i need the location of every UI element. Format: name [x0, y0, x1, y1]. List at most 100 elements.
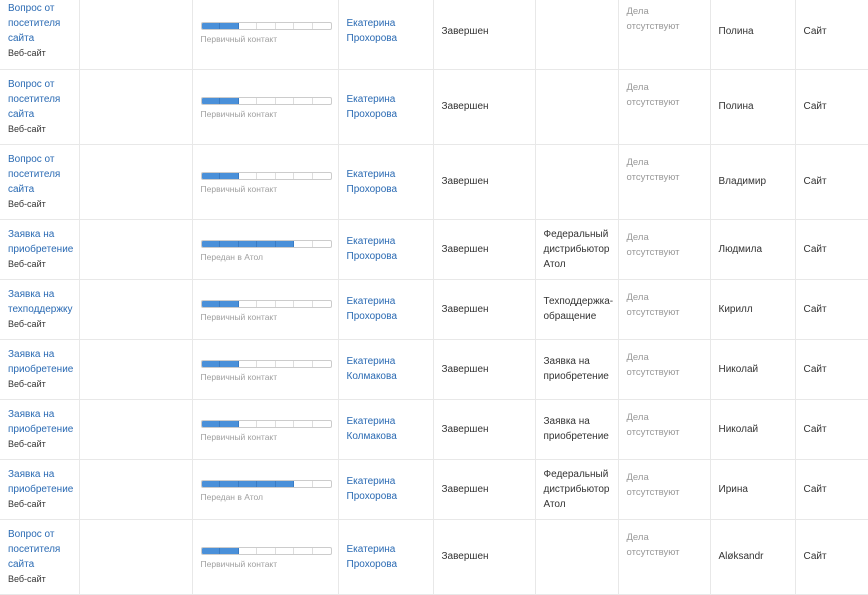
deal-title-link[interactable]: Заявка на приобретение [8, 468, 74, 495]
stage-progress-bar[interactable] [200, 359, 332, 368]
deal-title-link[interactable]: Заявка на приобретение [8, 408, 74, 435]
stage-cell: Первичный контакт [192, 69, 339, 145]
stage-progress-bar[interactable] [200, 547, 332, 555]
status-cell: Завершен [433, 399, 536, 460]
stage-segment [201, 360, 221, 367]
manager-link[interactable]: Екатерина Прохорова [346, 18, 398, 45]
stage-segment [294, 240, 313, 247]
stage-label: Первичный контакт [200, 109, 278, 119]
contact-text: Кирилл [718, 303, 753, 315]
manager-link[interactable]: Екатерина Колмакова [346, 416, 397, 442]
stage-segment [239, 98, 258, 104]
stage-segment [257, 173, 276, 179]
product-cell: Федеральный дистрибьютор Атол [535, 459, 619, 520]
manager-link[interactable]: Екатерина Прохорова [346, 93, 398, 120]
stage-progress-bar[interactable] [200, 21, 332, 30]
status-cell: Завершен [433, 459, 536, 520]
stage-cell: Первичный контакт [192, 399, 339, 460]
table-row: Вопрос от посетителя сайта Веб-сайт Перви… [0, 519, 868, 595]
table-row: Вопрос от посетителя сайта Веб-сайт Перви… [0, 69, 868, 145]
empty-cell [79, 399, 193, 460]
stage-segment [220, 548, 239, 554]
stage-segment [239, 420, 258, 427]
deal-title-link[interactable]: Заявка на техподдержку [8, 288, 73, 315]
channel-text: Сайт [803, 551, 827, 562]
stage-segment [257, 98, 276, 104]
channel-cell: Сайт [795, 144, 868, 220]
manager-link[interactable]: Екатерина Прохорова [346, 476, 398, 502]
stage-segment [201, 240, 221, 247]
manager-cell: Екатерина Прохорова [338, 459, 434, 520]
deal-cell: Заявка на приобретение Веб-сайт [0, 399, 80, 460]
empty-cell [79, 459, 193, 520]
deal-cell: Заявка на приобретение Веб-сайт [0, 339, 80, 400]
manager-cell: Екатерина Прохорова [338, 0, 434, 70]
manager-cell: Екатерина Прохорова [338, 519, 434, 595]
table-row: Заявка на приобретение Веб-сайт Передан в… [0, 219, 868, 280]
stage-segment [220, 480, 239, 487]
manager-link[interactable]: Екатерина Прохорова [346, 296, 398, 322]
table-row: Вопрос от посетителя сайта Веб-сайт Перви… [0, 0, 868, 70]
stage-segment [294, 480, 313, 487]
activities-text: Дела отсутствуют [626, 231, 680, 258]
table-row: Заявка на приобретение Веб-сайт Первичный… [0, 339, 868, 400]
stage-progress-bar[interactable] [200, 172, 332, 180]
deal-cell: Вопрос от посетителя сайта Веб-сайт [0, 519, 80, 595]
manager-link[interactable]: Екатерина Колмакова [346, 356, 397, 382]
product-cell: Федеральный дистрибьютор Атол [535, 219, 619, 280]
activities-cell: Дела отсутствуют [618, 69, 711, 145]
contact-cell: Полина [710, 69, 796, 145]
stage-progress-bar[interactable] [200, 239, 332, 248]
channel-cell: Сайт [795, 279, 868, 340]
status-text: Завершен [441, 483, 489, 495]
stage-segment [257, 22, 276, 29]
stage-segment [276, 360, 295, 367]
product-cell [535, 519, 619, 595]
product-cell [535, 0, 619, 70]
deal-title-link[interactable]: Заявка на приобретение [8, 228, 74, 255]
deal-title-link[interactable]: Вопрос от посетителя сайта [8, 78, 61, 120]
contact-text: Aløksandr [718, 551, 764, 562]
stage-progress-bar[interactable] [200, 299, 332, 308]
status-text: Завершен [441, 551, 489, 562]
channel-cell: Сайт [795, 0, 868, 70]
deal-title-link[interactable]: Заявка на приобретение [8, 348, 74, 375]
stage-label: Первичный контакт [200, 431, 278, 442]
contact-cell: Владимир [710, 144, 796, 220]
status-cell: Завершен [433, 519, 536, 595]
stage-segment [294, 548, 313, 554]
stage-segment [276, 300, 295, 307]
deal-cell: Заявка на приобретение Веб-сайт [0, 459, 80, 520]
stage-segment [313, 98, 331, 104]
deal-cell: Вопрос от посетителя сайта Веб-сайт [0, 69, 80, 145]
stage-progress-bar[interactable] [200, 479, 332, 488]
manager-link[interactable]: Екатерина Прохорова [346, 168, 398, 195]
stage-progress-bar[interactable] [200, 419, 332, 428]
stage-segment [294, 22, 313, 29]
deal-title-link[interactable]: Вопрос от посетителя сайта [8, 528, 61, 570]
stage-segment [294, 360, 313, 367]
deal-cell: Заявка на техподдержку Веб-сайт [0, 279, 80, 340]
empty-cell [79, 144, 193, 220]
deal-title-link[interactable]: Вопрос от посетителя сайта [8, 153, 61, 195]
stage-segment [257, 480, 276, 487]
product-cell: Техподдержка-обращение [535, 279, 619, 340]
activities-text: Дела отсутствуют [626, 531, 680, 558]
status-cell: Завершен [433, 279, 536, 340]
stage-progress-bar[interactable] [200, 97, 332, 105]
status-text: Завершен [441, 176, 489, 187]
empty-cell [79, 219, 193, 280]
manager-link[interactable]: Екатерина Прохорова [346, 543, 398, 570]
activities-text: Дела отсутствуют [626, 291, 680, 318]
empty-cell [79, 0, 193, 70]
stage-segment [220, 173, 239, 179]
stage-segment [201, 22, 221, 29]
stage-label: Первичный контакт [200, 311, 278, 322]
status-text: Завершен [441, 363, 489, 375]
manager-link[interactable]: Екатерина Прохорова [346, 236, 398, 262]
table-row: Заявка на приобретение Веб-сайт Первичный… [0, 399, 868, 460]
contact-cell: Кирилл [710, 279, 796, 340]
stage-segment [294, 300, 313, 307]
deal-title-link[interactable]: Вопрос от посетителя сайта [8, 3, 61, 45]
